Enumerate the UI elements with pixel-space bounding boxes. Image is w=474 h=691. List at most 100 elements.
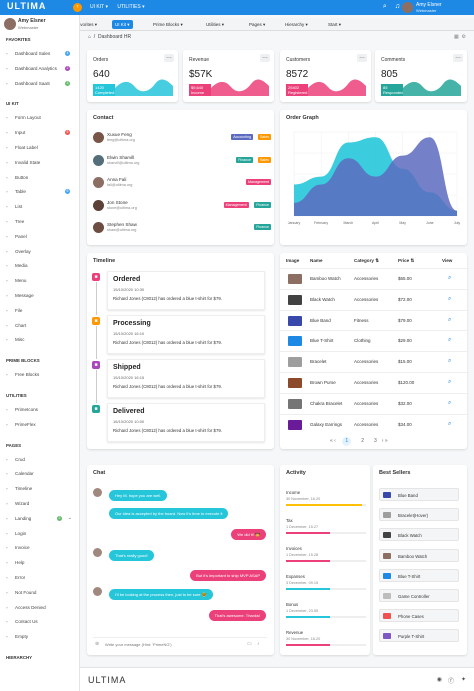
best-seller-item[interactable]: Bamboo Watch	[379, 548, 459, 562]
best-seller-item[interactable]: Black Watch	[379, 528, 459, 542]
sidebar-item-calendar[interactable]: ▫ Calendar	[6, 471, 76, 476]
tab-start[interactable]: Start ▾	[328, 22, 342, 27]
app-logo[interactable]: ULTIMA	[7, 1, 47, 11]
sidebar-item-crud[interactable]: ▫ Crud	[6, 457, 76, 462]
sidebar-item-input[interactable]: ▫ Input 6	[6, 130, 76, 136]
next-page-button[interactable]: › »	[381, 438, 388, 444]
best-seller-item[interactable]: Blue T-Shirt	[379, 568, 459, 582]
page-number-button[interactable]: 3	[374, 438, 377, 444]
sidebar-item-help[interactable]: ▫ Help	[6, 560, 76, 565]
top-menu-utilities[interactable]: UTILITIES ▾	[117, 4, 145, 10]
best-seller-item[interactable]: Purple T-Shirt	[379, 629, 459, 643]
sidebar-item-media[interactable]: ▫ Media	[6, 263, 76, 268]
sidebar-item-form-layout[interactable]: ▫ Form Layout	[6, 115, 76, 120]
more-options-button[interactable]: …	[260, 54, 270, 62]
video-icon[interactable]: ▭	[247, 641, 252, 647]
top-user-profile[interactable]: Amy Elsner Webmaster	[402, 2, 470, 13]
search-icon[interactable]: ⌕	[448, 358, 452, 365]
search-icon[interactable]: ⌕	[448, 420, 452, 427]
twitter-icon[interactable]: ✦	[460, 677, 466, 683]
sidebar-item-empty[interactable]: ▫ Empty	[6, 634, 76, 639]
contact-row[interactable]: Xuxue Feng feng@ultima.org Sales Accounting	[93, 130, 271, 148]
search-icon[interactable]: ⌕	[382, 3, 387, 10]
menu-toggle-button[interactable]: ‹	[73, 3, 82, 12]
contact-row[interactable]: Stephen Shaw shaw@ultima.org Finance	[93, 220, 271, 238]
sidebar-item-not-found[interactable]: ▫ Not Found	[6, 590, 76, 595]
sidebar-item-misc[interactable]: ▫ Misc	[6, 337, 76, 342]
search-icon[interactable]: ⌕	[448, 337, 452, 344]
sidebar-item-timeline[interactable]: ▫ Timeline	[6, 486, 76, 491]
sidebar-item-landing[interactable]: ▫ Landing 2 ⌄	[6, 514, 76, 521]
best-seller-item[interactable]: Game Controller	[379, 589, 459, 602]
search-icon[interactable]: ⌕	[448, 275, 452, 281]
contact-email: shaw@ultima.org	[107, 228, 137, 232]
tab-favorites[interactable]: Favorites ▾	[75, 22, 98, 27]
column-header[interactable]: Name	[310, 258, 323, 263]
search-icon[interactable]: ⌕	[448, 295, 452, 302]
page-number-button[interactable]: 1	[342, 437, 352, 446]
sidebar-item-menu[interactable]: ▫ Menu	[6, 278, 76, 283]
sidebar-item-primeicons[interactable]: ▫ PrimeIcons	[6, 407, 76, 412]
page-number-button[interactable]: 2	[361, 438, 365, 444]
contact-row[interactable]: Elwin Sharvill sharvill@ultima.org Sales Fi…	[93, 153, 271, 171]
column-header[interactable]: View	[442, 258, 453, 263]
sidebar-item-wizard[interactable]: ▫ Wizard	[6, 501, 76, 506]
calendar-icon[interactable]: ▦	[454, 34, 459, 40]
sidebar-user[interactable]: Amy Elsner Webmaster	[0, 15, 80, 33]
sidebar-item-button[interactable]: ▫ Button	[6, 175, 76, 180]
column-header[interactable]: Price ⇅	[398, 258, 415, 263]
sidebar-item-contact-us[interactable]: ▫ Contact Us	[6, 619, 76, 624]
sidebar-item-free-blocks[interactable]: ▫ Free Blocks	[6, 372, 76, 377]
tab-pages[interactable]: Pages ▾	[249, 22, 266, 27]
sidebar-item-label: Tree	[15, 219, 25, 224]
best-seller-item[interactable]: Phone Cases	[379, 609, 459, 623]
sidebar-item-error[interactable]: ▫ Error	[6, 575, 76, 580]
search-icon[interactable]: ⌕	[448, 379, 452, 385]
top-menu-ui-kit[interactable]: UI KIT ▾	[90, 4, 108, 10]
sidebar-item-file[interactable]: ▫ File	[6, 308, 76, 313]
contact-row[interactable]: Jon Stone stone@ultima.org Finance Manageme…	[93, 198, 271, 216]
github-icon[interactable]: ◉	[436, 677, 442, 683]
mic-icon[interactable]: ♪	[257, 641, 260, 647]
more-options-button[interactable]: …	[164, 54, 174, 62]
contact-row[interactable]: Anna Fali fali@ultima.org Management	[93, 175, 271, 193]
settings-icon[interactable]: ⚙	[461, 34, 466, 40]
search-icon[interactable]: ⌕	[448, 316, 452, 323]
column-header[interactable]: Image	[286, 258, 300, 263]
sidebar-item-panel[interactable]: ▫ Panel	[6, 234, 76, 239]
sidebar-item-overlay[interactable]: ▫ Overlay	[6, 249, 76, 254]
tab-utilities[interactable]: Utilities ▾	[206, 22, 225, 27]
search-icon[interactable]: ⌕	[448, 399, 452, 406]
plus-icon[interactable]: ⊕	[95, 641, 100, 647]
tab-ui-kit[interactable]: UI Kit ▾	[112, 20, 133, 29]
sidebar-item-chart[interactable]: ▫ Chart	[6, 323, 76, 328]
more-options-button[interactable]: …	[357, 54, 367, 62]
best-seller-item[interactable]: Blue Band	[379, 488, 459, 501]
sidebar-item-dashboard-analytics[interactable]: ▫ Dashboard Analytics 2	[6, 65, 76, 71]
sidebar-item-list[interactable]: ▫ List	[6, 204, 76, 209]
contact-name: Elwin Sharvill	[107, 154, 135, 160]
sidebar-item-access-denied[interactable]: ▫ Access Denied	[6, 605, 76, 610]
sidebar-item-tree[interactable]: ▫ Tree	[6, 219, 76, 224]
sidebar-item-float-label[interactable]: ▫ Float Label	[6, 145, 76, 150]
sidebar-item-primeflex[interactable]: ▫ PrimeFlex	[6, 422, 76, 427]
sidebar-item-message[interactable]: ▫ Message	[6, 293, 76, 298]
facebook-icon[interactable]: ⓕ	[447, 679, 454, 685]
best-sellers-title: Best Sellers	[379, 470, 411, 476]
sidebar-item-dashboard-sales[interactable]: ▫ Dashboard Sales 4	[6, 51, 76, 56]
best-seller-item[interactable]: Bracelet(Hover)	[379, 508, 459, 522]
sidebar-item-invalid-state[interactable]: ▫ Invalid State	[6, 160, 76, 165]
chat-message-input[interactable]	[105, 640, 245, 648]
sidebar-item-table[interactable]: ▫ Table 6	[6, 189, 76, 195]
more-options-button[interactable]: …	[453, 54, 463, 62]
sidebar-item-dashboard-saas[interactable]: ▫ Dashboard SaaS 3	[6, 80, 76, 86]
chevron-down-icon[interactable]: ⌄	[67, 514, 72, 521]
bell-icon[interactable]: ♫	[394, 3, 400, 10]
tab-prime-blocks[interactable]: Prime Blocks ▾	[153, 22, 183, 27]
sidebar-item-invoice[interactable]: ▫ Invoice	[6, 545, 76, 550]
prev-page-button[interactable]: « ‹	[330, 438, 336, 444]
column-header[interactable]: Category ⇅	[354, 258, 380, 263]
tab-hierarchy[interactable]: Hierarchy ▾	[285, 22, 308, 27]
home-icon[interactable]: ⌂	[88, 34, 92, 40]
sidebar-item-login[interactable]: ▫ Login	[6, 531, 76, 536]
